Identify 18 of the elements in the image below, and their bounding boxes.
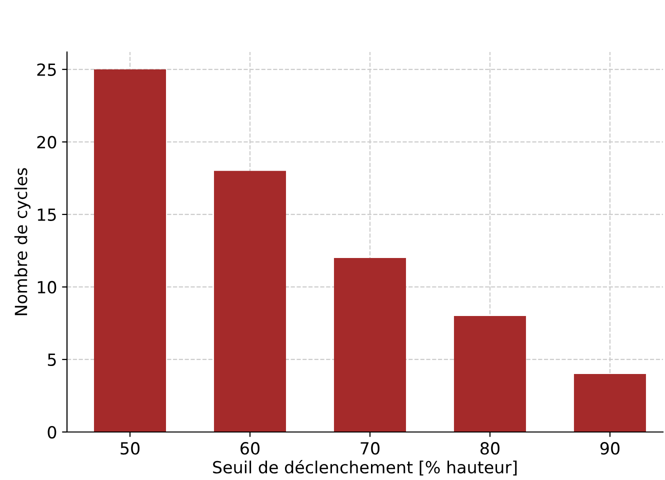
x-tick-label: 70 (360, 442, 380, 455)
bar (574, 374, 646, 432)
bar (454, 316, 526, 432)
y-tick-label: 25 (37, 63, 56, 76)
x-tick-label: 90 (600, 442, 620, 455)
x-axis-title: Seuil de déclenchement [% hauteur] (213, 460, 517, 476)
x-tick-label: 80 (480, 442, 500, 455)
y-tick-label: 10 (38, 280, 56, 294)
bar (214, 170, 286, 432)
bar (94, 69, 166, 432)
y-tick-label: 0 (48, 426, 56, 439)
y-axis-title: Nombre de cycles (14, 168, 31, 316)
y-tick-label: 20 (37, 136, 56, 148)
x-tick-label: 50 (120, 442, 140, 455)
y-tick-label: 15 (38, 208, 56, 222)
x-tick-label: 60 (240, 442, 260, 455)
y-tick-label: 5 (48, 354, 56, 366)
bar (334, 258, 406, 432)
